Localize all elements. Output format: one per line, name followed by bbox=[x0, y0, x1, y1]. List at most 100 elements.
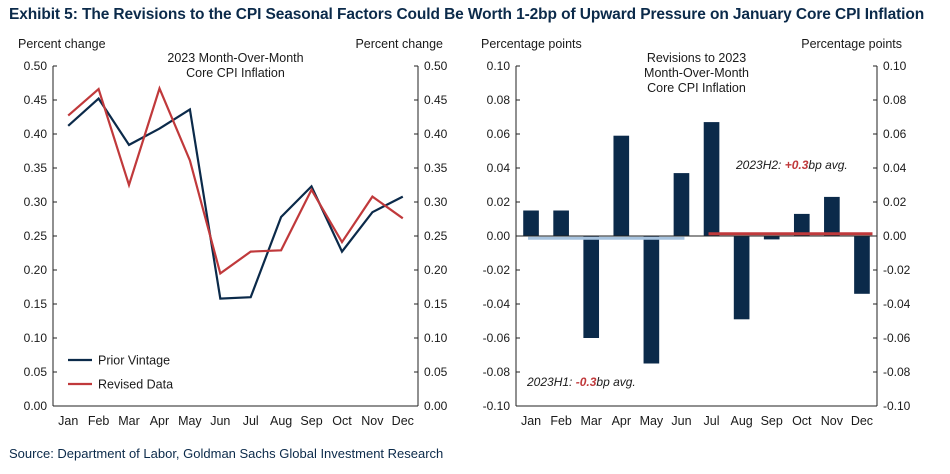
h2-annotation-prefix: 2023H2: bbox=[735, 158, 785, 172]
line-chart-xtick-label-jun: Jun bbox=[210, 414, 230, 428]
bar-chart-xtick-label-mar: Mar bbox=[580, 414, 602, 428]
legend-label-revised-data: Revised Data bbox=[98, 378, 173, 392]
line-chart-ytick-label-right: 0.20 bbox=[424, 263, 448, 277]
bar-feb bbox=[553, 210, 569, 236]
line-chart-xtick-label-sep: Sep bbox=[300, 414, 322, 428]
line-chart-xtick-label-apr: Apr bbox=[150, 414, 169, 428]
bar-chart-ytick-label-left: -0.04 bbox=[483, 297, 511, 311]
bar-chart-xtick-label-dec: Dec bbox=[851, 414, 873, 428]
bar-chart-xtick-label-aug: Aug bbox=[731, 414, 753, 428]
bar-chart-xtick-label-apr: Apr bbox=[612, 414, 631, 428]
line-chart-ytick-label-left: 0.15 bbox=[24, 297, 48, 311]
bar-chart-ytick-label-right: 0.08 bbox=[883, 93, 907, 107]
line-chart-xtick-label-oct: Oct bbox=[332, 414, 352, 428]
line-chart-xtick-label-feb: Feb bbox=[88, 414, 110, 428]
line-chart-xtick-label-jan: Jan bbox=[58, 414, 78, 428]
bar-chart-xtick-label-sep: Sep bbox=[761, 414, 783, 428]
bar-chart-xtick-label-jul: Jul bbox=[704, 414, 720, 428]
line-chart-ytick-label-left: 0.00 bbox=[24, 399, 48, 413]
line-chart-ytick-label-left: 0.05 bbox=[24, 365, 48, 379]
bar-oct bbox=[793, 213, 810, 236]
line-chart-ytick-label-right: 0.15 bbox=[424, 297, 448, 311]
bar-aug bbox=[733, 236, 750, 320]
line-chart-ytick-label-left: 0.25 bbox=[24, 229, 48, 243]
bar-chart-ytick-label-left: 0.06 bbox=[487, 127, 511, 141]
line-chart-ytick-label-right: 0.45 bbox=[424, 93, 448, 107]
h2-annotation-suffix: bp avg. bbox=[808, 158, 847, 172]
line-chart-ytick-label-right: 0.05 bbox=[424, 365, 448, 379]
line-chart-ytick-label-right: 0.00 bbox=[424, 399, 448, 413]
bar-chart-ylabel-right: Percentage points bbox=[801, 37, 902, 51]
line-chart-ytick-label-right: 0.50 bbox=[424, 59, 448, 73]
line-chart-ylabel-right: Percent change bbox=[355, 37, 443, 51]
line-chart-ytick-label-left: 0.10 bbox=[24, 331, 48, 345]
line-chart-xtick-label-may: May bbox=[178, 414, 202, 428]
line-chart-ytick-label-left: 0.30 bbox=[24, 195, 48, 209]
bar-chart-xtick-label-feb: Feb bbox=[550, 414, 572, 428]
bar-sep bbox=[763, 236, 780, 240]
bar-chart-ytick-label-left: 0.04 bbox=[487, 161, 511, 175]
bar-chart-ytick-label-left: 0.02 bbox=[487, 195, 511, 209]
line-chart-ytick-label-right: 0.40 bbox=[424, 127, 448, 141]
bar-jan bbox=[523, 210, 539, 236]
bar-apr bbox=[613, 135, 630, 236]
bar-chart-ylabel-left: Percentage points bbox=[481, 37, 582, 51]
bar-chart-ytick-label-left: 0.08 bbox=[487, 93, 511, 107]
line-chart-ytick-label-left: 0.20 bbox=[24, 263, 48, 277]
h2-annotation: 2023H2: +0.3bp avg. bbox=[735, 158, 848, 172]
bar-mar bbox=[583, 236, 600, 338]
line-chart-ytick-label-left: 0.35 bbox=[24, 161, 48, 175]
bar-chart-ytick-label-left: -0.02 bbox=[483, 263, 511, 277]
line-chart-ylabel-left: Percent change bbox=[18, 37, 106, 51]
bar-chart-ytick-label-right: 0.10 bbox=[883, 59, 907, 73]
bar-chart-title-line: Month-Over-Month bbox=[644, 66, 749, 80]
bar-chart-ytick-label-right: -0.10 bbox=[883, 399, 911, 413]
bar-chart-xtick-label-jun: Jun bbox=[671, 414, 691, 428]
bar-chart-xtick-label-jan: Jan bbox=[521, 414, 541, 428]
bar-chart-ytick-label-right: -0.08 bbox=[883, 365, 911, 379]
bar-chart-ytick-label-left: 0.00 bbox=[487, 229, 511, 243]
bar-jul bbox=[703, 122, 720, 236]
bar-chart-ytick-label-right: 0.04 bbox=[883, 161, 907, 175]
line-chart-xtick-label-aug: Aug bbox=[270, 414, 292, 428]
line-chart-xtick-label-mar: Mar bbox=[118, 414, 140, 428]
line-chart-title-line: Core CPI Inflation bbox=[186, 66, 285, 80]
line-chart-xtick-label-nov: Nov bbox=[361, 414, 384, 428]
line-chart-ytick-label-left: 0.50 bbox=[24, 59, 48, 73]
bar-chart-ytick-label-left: 0.10 bbox=[487, 59, 511, 73]
bar-chart-title-line: Core CPI Inflation bbox=[647, 81, 746, 95]
h1-annotation-suffix: bp avg. bbox=[596, 375, 635, 389]
legend-label-prior-vintage: Prior Vintage bbox=[98, 354, 170, 368]
line-chart-title-line: 2023 Month-Over-Month bbox=[167, 51, 303, 65]
bar-jun bbox=[673, 173, 690, 236]
h1-annotation-prefix: 2023H1: bbox=[526, 375, 576, 389]
bar-chart-ytick-label-right: 0.02 bbox=[883, 195, 907, 209]
h2-annotation-value: +0.3 bbox=[785, 158, 809, 172]
bar-chart-ytick-label-right: 0.00 bbox=[883, 229, 907, 243]
bar-chart-ytick-label-left: -0.10 bbox=[483, 399, 511, 413]
line-chart-xtick-label-dec: Dec bbox=[392, 414, 414, 428]
bar-chart-xtick-label-nov: Nov bbox=[821, 414, 844, 428]
line-chart-ytick-label-left: 0.40 bbox=[24, 127, 48, 141]
bar-chart-ytick-label-right: 0.06 bbox=[883, 127, 907, 141]
line-chart-ytick-label-right: 0.10 bbox=[424, 331, 448, 345]
bar-nov bbox=[824, 196, 840, 236]
bar-may bbox=[643, 236, 660, 364]
bar-dec bbox=[854, 236, 870, 294]
exhibit-title: Exhibit 5: The Revisions to the CPI Seas… bbox=[9, 6, 925, 23]
series-line-revised-data bbox=[67, 85, 404, 276]
source-note: Source: Department of Labor, Goldman Sac… bbox=[9, 446, 444, 461]
bar-chart-xtick-label-may: May bbox=[640, 414, 664, 428]
series-line-prior-vintage bbox=[67, 96, 404, 300]
bar-chart-ytick-label-left: -0.06 bbox=[483, 331, 511, 345]
bar-chart-ytick-label-right: -0.06 bbox=[883, 331, 911, 345]
bar-chart-ytick-label-left: -0.08 bbox=[483, 365, 511, 379]
line-chart-ytick-label-right: 0.35 bbox=[424, 161, 448, 175]
bar-chart-xtick-label-oct: Oct bbox=[792, 414, 812, 428]
h1-annotation-value: -0.3 bbox=[576, 375, 597, 389]
bar-chart-title-line: Revisions to 2023 bbox=[647, 51, 746, 65]
line-chart-ytick-label-right: 0.25 bbox=[424, 229, 448, 243]
line-chart-ytick-label-left: 0.45 bbox=[24, 93, 48, 107]
line-chart-xtick-label-jul: Jul bbox=[243, 414, 259, 428]
